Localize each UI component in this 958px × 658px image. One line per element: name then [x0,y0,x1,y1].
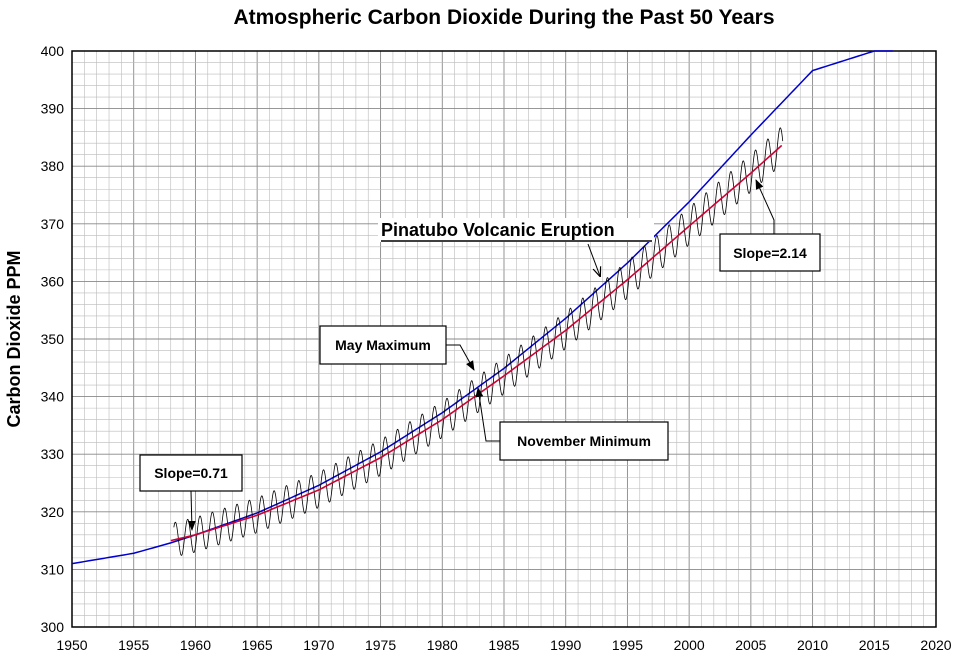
annotation-slope-071: Slope=0.71 [139,454,243,531]
annotation-slope-071-text: Slope=0.71 [154,465,228,481]
x-tick-label: 2015 [859,637,890,653]
y-tick-label: 360 [41,273,65,289]
annotation-pinatubo-text: Pinatubo Volcanic Eruption [381,220,615,240]
annotation-may-maximum: May Maximum [319,325,475,371]
x-tick-label: 1980 [427,637,458,653]
series-monthly-co2 [173,127,784,556]
x-tick-label: 1970 [303,637,334,653]
grid [72,51,936,627]
y-tick-label: 350 [41,331,65,347]
y-tick-label: 380 [41,158,65,174]
x-tick-label: 1985 [488,637,519,653]
y-tick-label: 400 [41,43,65,59]
x-tick-label: 2010 [797,637,828,653]
x-tick-label: 1950 [56,637,87,653]
x-tick-label: 1995 [612,637,643,653]
x-tick-label: 1975 [365,637,396,653]
y-tick-label: 310 [41,561,65,577]
y-tick-label: 320 [41,504,65,520]
series-trend-fit [170,144,783,542]
chart-title: Atmospheric Carbon Dioxide During the Pa… [233,6,774,29]
annotation-slope-214-text: Slope=2.14 [733,245,807,261]
plot-frame [71,50,937,628]
annotation-slope-071-arrow [187,490,196,531]
y-axis-label: Carbon Dioxide PPM [4,250,24,427]
annotation-slope-214-arrow [755,179,775,234]
y-tick-label: 390 [41,101,65,117]
tick-labels: 1950 1955 1960 1965 1970 1975 1980 1985 1990 1995… [41,43,952,653]
x-tick-label: 1955 [118,637,149,653]
annotation-pinatubo: Pinatubo Volcanic Eruption [378,218,654,276]
x-tick-label: 2020 [920,637,951,653]
x-tick-label: 2005 [735,637,766,653]
y-tick-label: 340 [41,389,65,405]
annotation-november-minimum-arrow [475,387,500,442]
annotation-may-maximum-arrow [446,344,475,371]
x-tick-label: 1990 [550,637,581,653]
x-tick-label: 1960 [180,637,211,653]
y-tick-label: 300 [41,619,65,635]
annotation-november-minimum-text: November Minimum [517,433,651,449]
y-tick-label: 330 [41,446,65,462]
annotation-slope-214: Slope=2.14 [719,179,821,272]
y-tick-label: 370 [41,216,65,232]
annotation-pinatubo-arrow [587,243,600,276]
annotation-may-maximum-text: May Maximum [335,337,431,353]
x-tick-label: 1965 [242,637,273,653]
annotation-november-minimum: November Minimum [475,387,669,461]
x-tick-label: 2000 [674,637,705,653]
